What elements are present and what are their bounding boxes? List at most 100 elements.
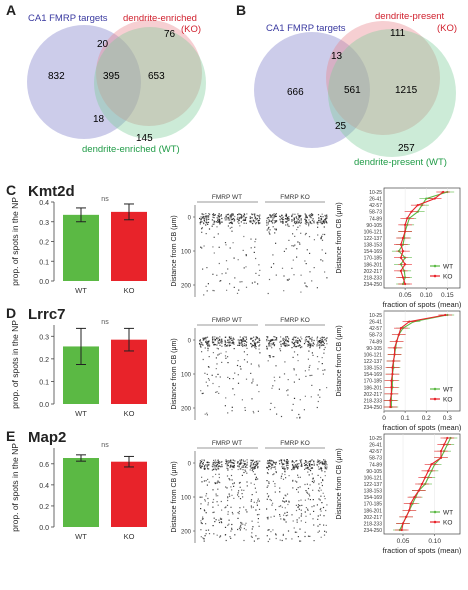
profile-point (389, 405, 392, 409)
bar-ylabel: prop. of spots in the NP (10, 443, 20, 532)
profile-ytick-label: 122-137 (364, 359, 383, 365)
img-header-ko: FMRP KO (280, 194, 310, 201)
profile-ytick-label: 186-201 (364, 508, 383, 514)
img-header-wt: FMRP WT (212, 194, 242, 201)
venn-a-label-fmrp: CA1 FMRP targets (28, 13, 108, 24)
profile-ytick-label: 42-57 (369, 203, 382, 209)
bar-ylabel: prop. of spots in the NP (10, 197, 20, 286)
bar-ytick-label: 0.0 (39, 525, 49, 532)
svg-text:200: 200 (181, 284, 192, 290)
venn-b-n-ko-only: 111 (390, 28, 406, 39)
profile-point (406, 217, 409, 220)
profile-plot: 0.05 0.10 0.15 10-2526-4142-5758-7374-8990-… (336, 187, 462, 309)
profile-xtick-label: 0.1 (401, 415, 410, 422)
svg-text:0: 0 (188, 462, 192, 468)
profile-xlabel: fraction of spots (mean) (383, 423, 462, 432)
venn-b-label-ko: dendrite-present (375, 11, 445, 22)
profile-point (401, 276, 405, 279)
profile-point (390, 386, 393, 389)
bar-ytick-label: 0.4 (39, 200, 49, 207)
bar-ytick-label: 0.0 (39, 279, 49, 286)
bar-ytick-label: 0.2 (39, 357, 49, 364)
profile-ytick-label: 74-89 (369, 462, 382, 468)
profile-point (443, 443, 446, 446)
profile-point (399, 243, 402, 246)
venn-b-label-fmrp: CA1 FMRP targets (266, 23, 346, 34)
img-header-ko: FMRP KO (280, 440, 310, 447)
img-header-wt: FMRP WT (212, 317, 242, 324)
profile-point (395, 340, 398, 343)
profile-ytick-label: 106-121 (364, 229, 383, 235)
panel-label-c: C (6, 182, 17, 198)
ns-label: ns (101, 442, 109, 449)
spot-dots (199, 213, 328, 296)
profile-ytick-label: 122-137 (364, 236, 383, 242)
profile-xtick-label: 0.05 (397, 538, 410, 545)
profile-point (404, 282, 407, 286)
profile-ytick-label: 58-73 (369, 456, 382, 462)
bar-ko (111, 461, 147, 527)
profile-xtick-label: 0.15 (441, 292, 454, 299)
profile-ytick-label: 90-105 (366, 223, 382, 229)
profile-ytick-label: 42-57 (369, 449, 382, 455)
profile-ytick-label: 234-250 (364, 528, 383, 534)
svg-text:200: 200 (181, 407, 192, 413)
bar-ytick-label: 0.4 (39, 483, 49, 490)
spot-image-panel: FMRP WT FMRP KO Distance from CB (μm) 0 100 2… (171, 317, 328, 420)
profile-ytick-label: 138-153 (364, 489, 383, 495)
profile-ytick-label: 90-105 (366, 346, 382, 352)
profile-point (433, 197, 436, 200)
profile-point (427, 469, 430, 472)
profile-ytick-label: 10-25 (369, 313, 382, 319)
bar-ytick-label: 0.0 (39, 402, 49, 409)
svg-text:100: 100 (181, 250, 192, 256)
img-header-wt: FMRP WT (212, 440, 242, 447)
venn-b-n-fmrp-ko: 13 (331, 51, 343, 62)
panel-label-a: A (6, 2, 17, 18)
profile-plot: 0.05 0.1010-2526-4142-5758-7374-8990-1051… (336, 433, 462, 555)
profile-ytick-label: 58-73 (369, 210, 382, 216)
bar-xtick-label: WT (75, 286, 87, 295)
venn-a-n-fmrp-wt: 18 (93, 114, 105, 125)
bar-chart: 0.0 0.2 0.4 0.6 prop. of spots in the NP WT KO… (10, 442, 147, 541)
profile-point (399, 327, 402, 330)
profile-ylabel: Distance from CB (μm) (336, 448, 343, 519)
venn-a-wt-circle (94, 27, 206, 139)
profile-ytick-label: 186-201 (364, 385, 383, 391)
profile-ytick-label: 170-185 (364, 502, 383, 508)
profile-ytick-label: 26-41 (369, 197, 382, 203)
venn-a-n-fmrp-only: 832 (48, 71, 65, 82)
gene-name: Map2 (28, 429, 67, 446)
img-ylabel: Distance from CB (μm) (171, 338, 178, 409)
profile-legend: WT KO (430, 264, 453, 281)
venn-b-n-ko-wt: 1215 (395, 85, 418, 96)
bar-ytick-label: 0.2 (39, 504, 49, 511)
ns-label: ns (101, 196, 109, 203)
legend-ko: KO (443, 520, 452, 527)
panel-label-d: D (6, 305, 17, 321)
bar-ytick-label: 0.1 (39, 259, 49, 266)
venn-a: CA1 FMRP targets dendrite-enriched (KO) … (27, 13, 206, 155)
venn-a-n-fmrp-ko: 20 (97, 39, 109, 50)
legend-wt: WT (443, 510, 453, 517)
profile-xtick-label: 0.05 (399, 292, 412, 299)
profile-point (439, 450, 443, 453)
venn-a-n-ko-wt: 653 (148, 71, 165, 82)
profile-ytick-label: 138-153 (364, 366, 383, 372)
legend-wt: WT (443, 264, 453, 271)
img-ylabel: Distance from CB (μm) (171, 461, 178, 532)
profile-point (401, 522, 405, 525)
venn-b-fmrp-circle (254, 32, 370, 148)
bar-ytick-label: 0.1 (39, 379, 49, 386)
svg-text:100: 100 (181, 496, 192, 502)
profile-ytick-label: 202-217 (364, 392, 383, 398)
profile-point (390, 392, 393, 395)
gene-name: Lrrc7 (28, 306, 66, 323)
profile-ytick-label: 122-137 (364, 482, 383, 488)
profile-xtick-label: 0 (382, 415, 386, 422)
profile-point (430, 463, 433, 466)
profile-point (393, 346, 396, 349)
profile-point (404, 263, 407, 266)
venn-a-n-ko-only: 76 (164, 29, 176, 40)
bar-wt (63, 458, 99, 527)
